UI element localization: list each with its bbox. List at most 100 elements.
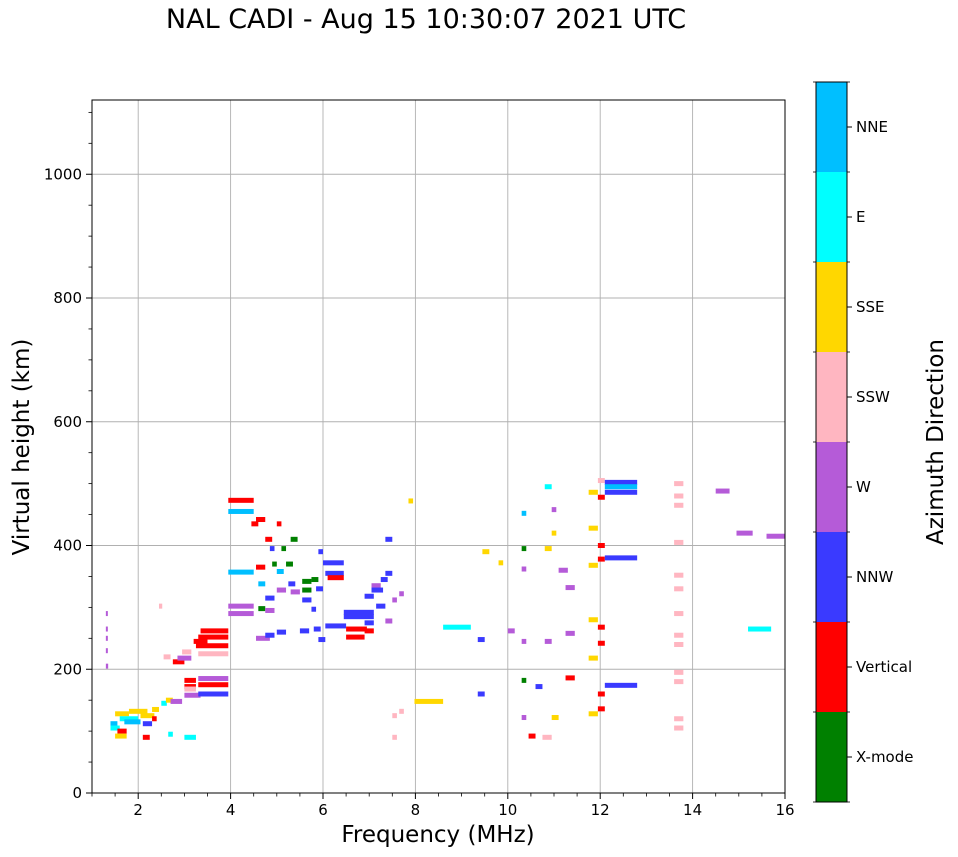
axis-ticks: 2 4 6 8 10 12 14 16 0 200 400 600 800 1000 <box>44 111 795 819</box>
echo-segment-nnw <box>299 628 310 634</box>
echo-segment-nnw <box>364 620 374 626</box>
colorbar-tick-label: NNW <box>856 568 893 586</box>
echo-segment-sse <box>414 698 444 704</box>
echo-segment-w <box>565 630 575 636</box>
echo-segment-w <box>170 698 183 704</box>
page-title: NAL CADI - Aug 15 10:30:07 2021 UTC <box>165 4 687 35</box>
echo-segment-sse <box>551 715 559 721</box>
echo-segment-ssw <box>542 734 552 740</box>
echo-segment-vertical <box>597 543 605 548</box>
echo-segment-sse <box>588 617 598 623</box>
echo-segment-w <box>105 611 108 617</box>
echo-segment-nne <box>276 568 284 574</box>
echo-segment-ssw <box>674 611 684 617</box>
echo-segment-ssw <box>674 669 684 675</box>
echo-segment-ssw <box>674 481 684 487</box>
echo-segment-vertical <box>228 497 254 503</box>
echo-segment-w <box>521 566 527 572</box>
echo-segment-vertical <box>198 682 229 688</box>
echo-segment-nne <box>228 508 254 514</box>
echo-segment-x-mode <box>521 677 527 683</box>
colorbar-tick-label: SSE <box>856 298 885 316</box>
echo-segment-w <box>177 655 192 661</box>
echo-segment-vertical <box>265 536 273 542</box>
echo-segment-vertical <box>200 628 229 634</box>
echo-segment-nne <box>228 569 254 575</box>
echo-segment-w <box>736 530 753 536</box>
x-tick-label: 16 <box>775 801 794 819</box>
echo-segment-e <box>748 626 772 632</box>
echo-segment-vertical <box>142 734 150 740</box>
echo-segment-vertical <box>117 728 127 734</box>
echo-segment-w <box>256 635 270 641</box>
echo-segment-x-mode <box>286 561 293 567</box>
echo-segment-x-mode <box>258 606 266 612</box>
echo-segment-nnw <box>477 691 485 697</box>
echo-segment-vertical <box>364 628 374 634</box>
echo-segment-vertical <box>152 716 157 722</box>
echo-segment-nnw <box>604 489 638 495</box>
echo-segment-nnw <box>276 629 287 635</box>
echo-segment-sse <box>165 697 173 703</box>
echo-segment-w <box>184 692 201 698</box>
echo-segment-w <box>399 591 404 597</box>
echo-segment-ssw <box>674 572 684 578</box>
echo-segment-w <box>521 715 527 721</box>
echo-segment-w <box>507 628 515 634</box>
echo-segment-ssw <box>182 649 192 655</box>
echo-segment-vertical <box>327 575 344 581</box>
x-tick-label: 14 <box>683 801 702 819</box>
echo-segment-vertical <box>565 675 575 681</box>
echo-segment-vertical <box>597 494 605 500</box>
echo-segment-nnw <box>325 570 344 576</box>
echo-segment-w <box>105 663 109 669</box>
echo-segment-w <box>228 611 254 617</box>
echo-segment-nnw <box>364 593 374 599</box>
echo-segment-nnw <box>316 586 323 592</box>
echo-segment-w <box>385 618 393 624</box>
x-axis-label: Frequency (MHz) <box>341 822 534 848</box>
echo-segment-nnw <box>376 603 386 609</box>
y-axis-label: Virtual height (km) <box>9 339 35 556</box>
colorbar: X-mode Vertical NNW W SSW SSE E NNE <box>813 81 913 803</box>
echo-segment-e <box>443 624 471 630</box>
echo-segment-w <box>265 607 275 613</box>
echo-segment-vertical <box>597 691 605 697</box>
echo-segment-nne <box>604 484 638 490</box>
echo-segment-x-mode <box>521 546 527 552</box>
echo-segment-vertical <box>597 556 605 562</box>
colorbar-tick-label: Vertical <box>856 658 912 676</box>
colorbar-swatch <box>816 712 847 802</box>
echo-segment-nnw <box>343 609 374 615</box>
echo-segment-e <box>184 734 196 740</box>
echo-segment-ssw <box>392 734 397 740</box>
colorbar-tick-label: SSW <box>856 388 890 406</box>
y-tick-label: 200 <box>53 660 82 678</box>
echo-segment-vertical <box>528 733 536 739</box>
echo-segment-nnw <box>535 684 543 690</box>
echo-segment-ssw <box>674 679 684 685</box>
echo-segment-sse <box>482 549 490 555</box>
echo-segment-ssw <box>674 586 684 592</box>
colorbar-swatch <box>816 82 847 172</box>
echo-segment-w <box>371 583 381 589</box>
echo-segment-nnw <box>385 536 393 542</box>
echo-segment-sse <box>115 711 129 717</box>
x-tick-label: 2 <box>133 801 143 819</box>
y-tick-label: 1000 <box>44 165 82 183</box>
echo-segment-nnw <box>604 682 638 688</box>
echo-segment-vertical <box>184 677 196 683</box>
echo-segment-nnw <box>265 595 275 601</box>
echo-segment-sse <box>551 530 557 536</box>
echo-segment-nnw <box>604 555 638 561</box>
y-tick-label: 400 <box>53 537 82 555</box>
echo-segment-nnw <box>323 560 344 566</box>
echo-segment-vertical <box>346 634 365 640</box>
echo-segment-nnw <box>311 606 317 612</box>
echo-segment-nnw <box>318 637 326 643</box>
echo-segment-ssw <box>674 725 684 731</box>
echo-segment-nnw <box>313 626 321 632</box>
echo-segment-w <box>544 638 552 644</box>
colorbar-swatch <box>816 532 847 622</box>
echo-segment-nnw <box>604 479 638 485</box>
